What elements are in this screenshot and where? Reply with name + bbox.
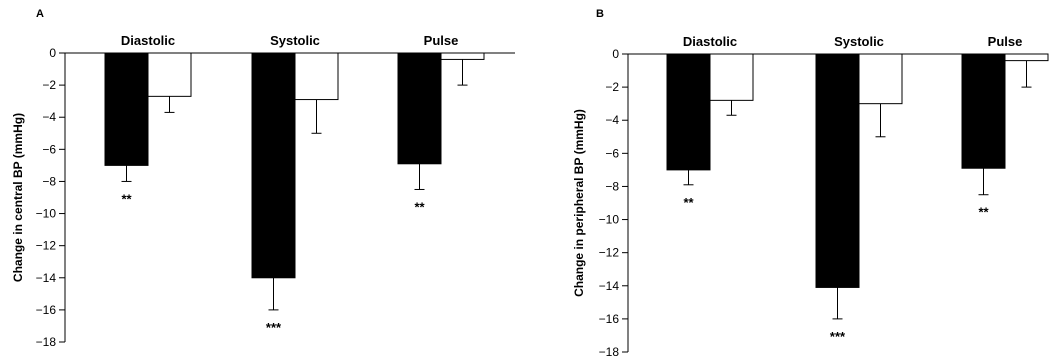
category-label: Pulse bbox=[424, 33, 459, 48]
bar bbox=[666, 53, 711, 171]
y-tick-label: −12 bbox=[36, 239, 57, 253]
bar bbox=[709, 53, 754, 101]
y-tick-label: 0 bbox=[49, 46, 56, 60]
y-tick-label: −18 bbox=[36, 335, 57, 349]
category-label: Systolic bbox=[834, 34, 884, 49]
significance-marker: *** bbox=[266, 320, 282, 335]
category-label: Diastolic bbox=[683, 34, 737, 49]
significance-marker: ** bbox=[414, 199, 425, 214]
y-tick-label: −16 bbox=[36, 303, 57, 317]
chart-panel-b: B 0 −2 −4 −6 −8 −10 −12 −14 −16 −18 Change in perip… bbox=[572, 8, 1049, 359]
y-tick-label: −6 bbox=[605, 146, 619, 160]
significance-marker: *** bbox=[830, 329, 846, 344]
bar bbox=[294, 52, 339, 101]
y-tick-label: −8 bbox=[605, 179, 619, 193]
bar bbox=[104, 52, 149, 166]
bar bbox=[961, 53, 1006, 169]
y-tick-label: −12 bbox=[599, 246, 620, 260]
y-tick-label: −6 bbox=[42, 142, 56, 156]
y-tick-label: −8 bbox=[42, 174, 56, 188]
category-label: Pulse bbox=[988, 34, 1023, 49]
bar bbox=[440, 52, 485, 60]
y-axis-label: Change in peripheral BP (mmHg) bbox=[572, 109, 586, 297]
y-tick-label: 0 bbox=[612, 47, 619, 61]
chart-panel-a: A 0 −2 −4 −6 −8 −10 −12 −14 −16 −18 Change in centr… bbox=[11, 8, 515, 349]
significance-marker: ** bbox=[978, 205, 989, 220]
panel-label: A bbox=[36, 8, 44, 20]
y-tick-label: −2 bbox=[605, 80, 619, 94]
significance-marker: ** bbox=[121, 191, 132, 206]
bar bbox=[858, 53, 903, 105]
y-tick-label: −16 bbox=[599, 312, 620, 326]
bar bbox=[397, 52, 442, 165]
y-tick-label: −4 bbox=[605, 113, 619, 127]
y-tick-label: −18 bbox=[599, 345, 620, 359]
y-tick-label: −4 bbox=[42, 110, 56, 124]
bar bbox=[251, 52, 296, 279]
bar bbox=[147, 52, 192, 97]
y-tick-label: −2 bbox=[42, 78, 56, 92]
y-tick-label: −10 bbox=[599, 213, 620, 227]
significance-marker: ** bbox=[683, 195, 694, 210]
y-tick-label: −10 bbox=[36, 207, 57, 221]
bar bbox=[815, 53, 860, 288]
y-tick-label: −14 bbox=[36, 271, 57, 285]
bar bbox=[1004, 53, 1049, 62]
category-label: Systolic bbox=[270, 33, 320, 48]
y-axis-label: Change in central BP (mmHg) bbox=[11, 113, 25, 282]
category-label: Diastolic bbox=[121, 33, 175, 48]
panel-label: B bbox=[596, 8, 604, 20]
y-tick-label: −14 bbox=[599, 279, 620, 293]
